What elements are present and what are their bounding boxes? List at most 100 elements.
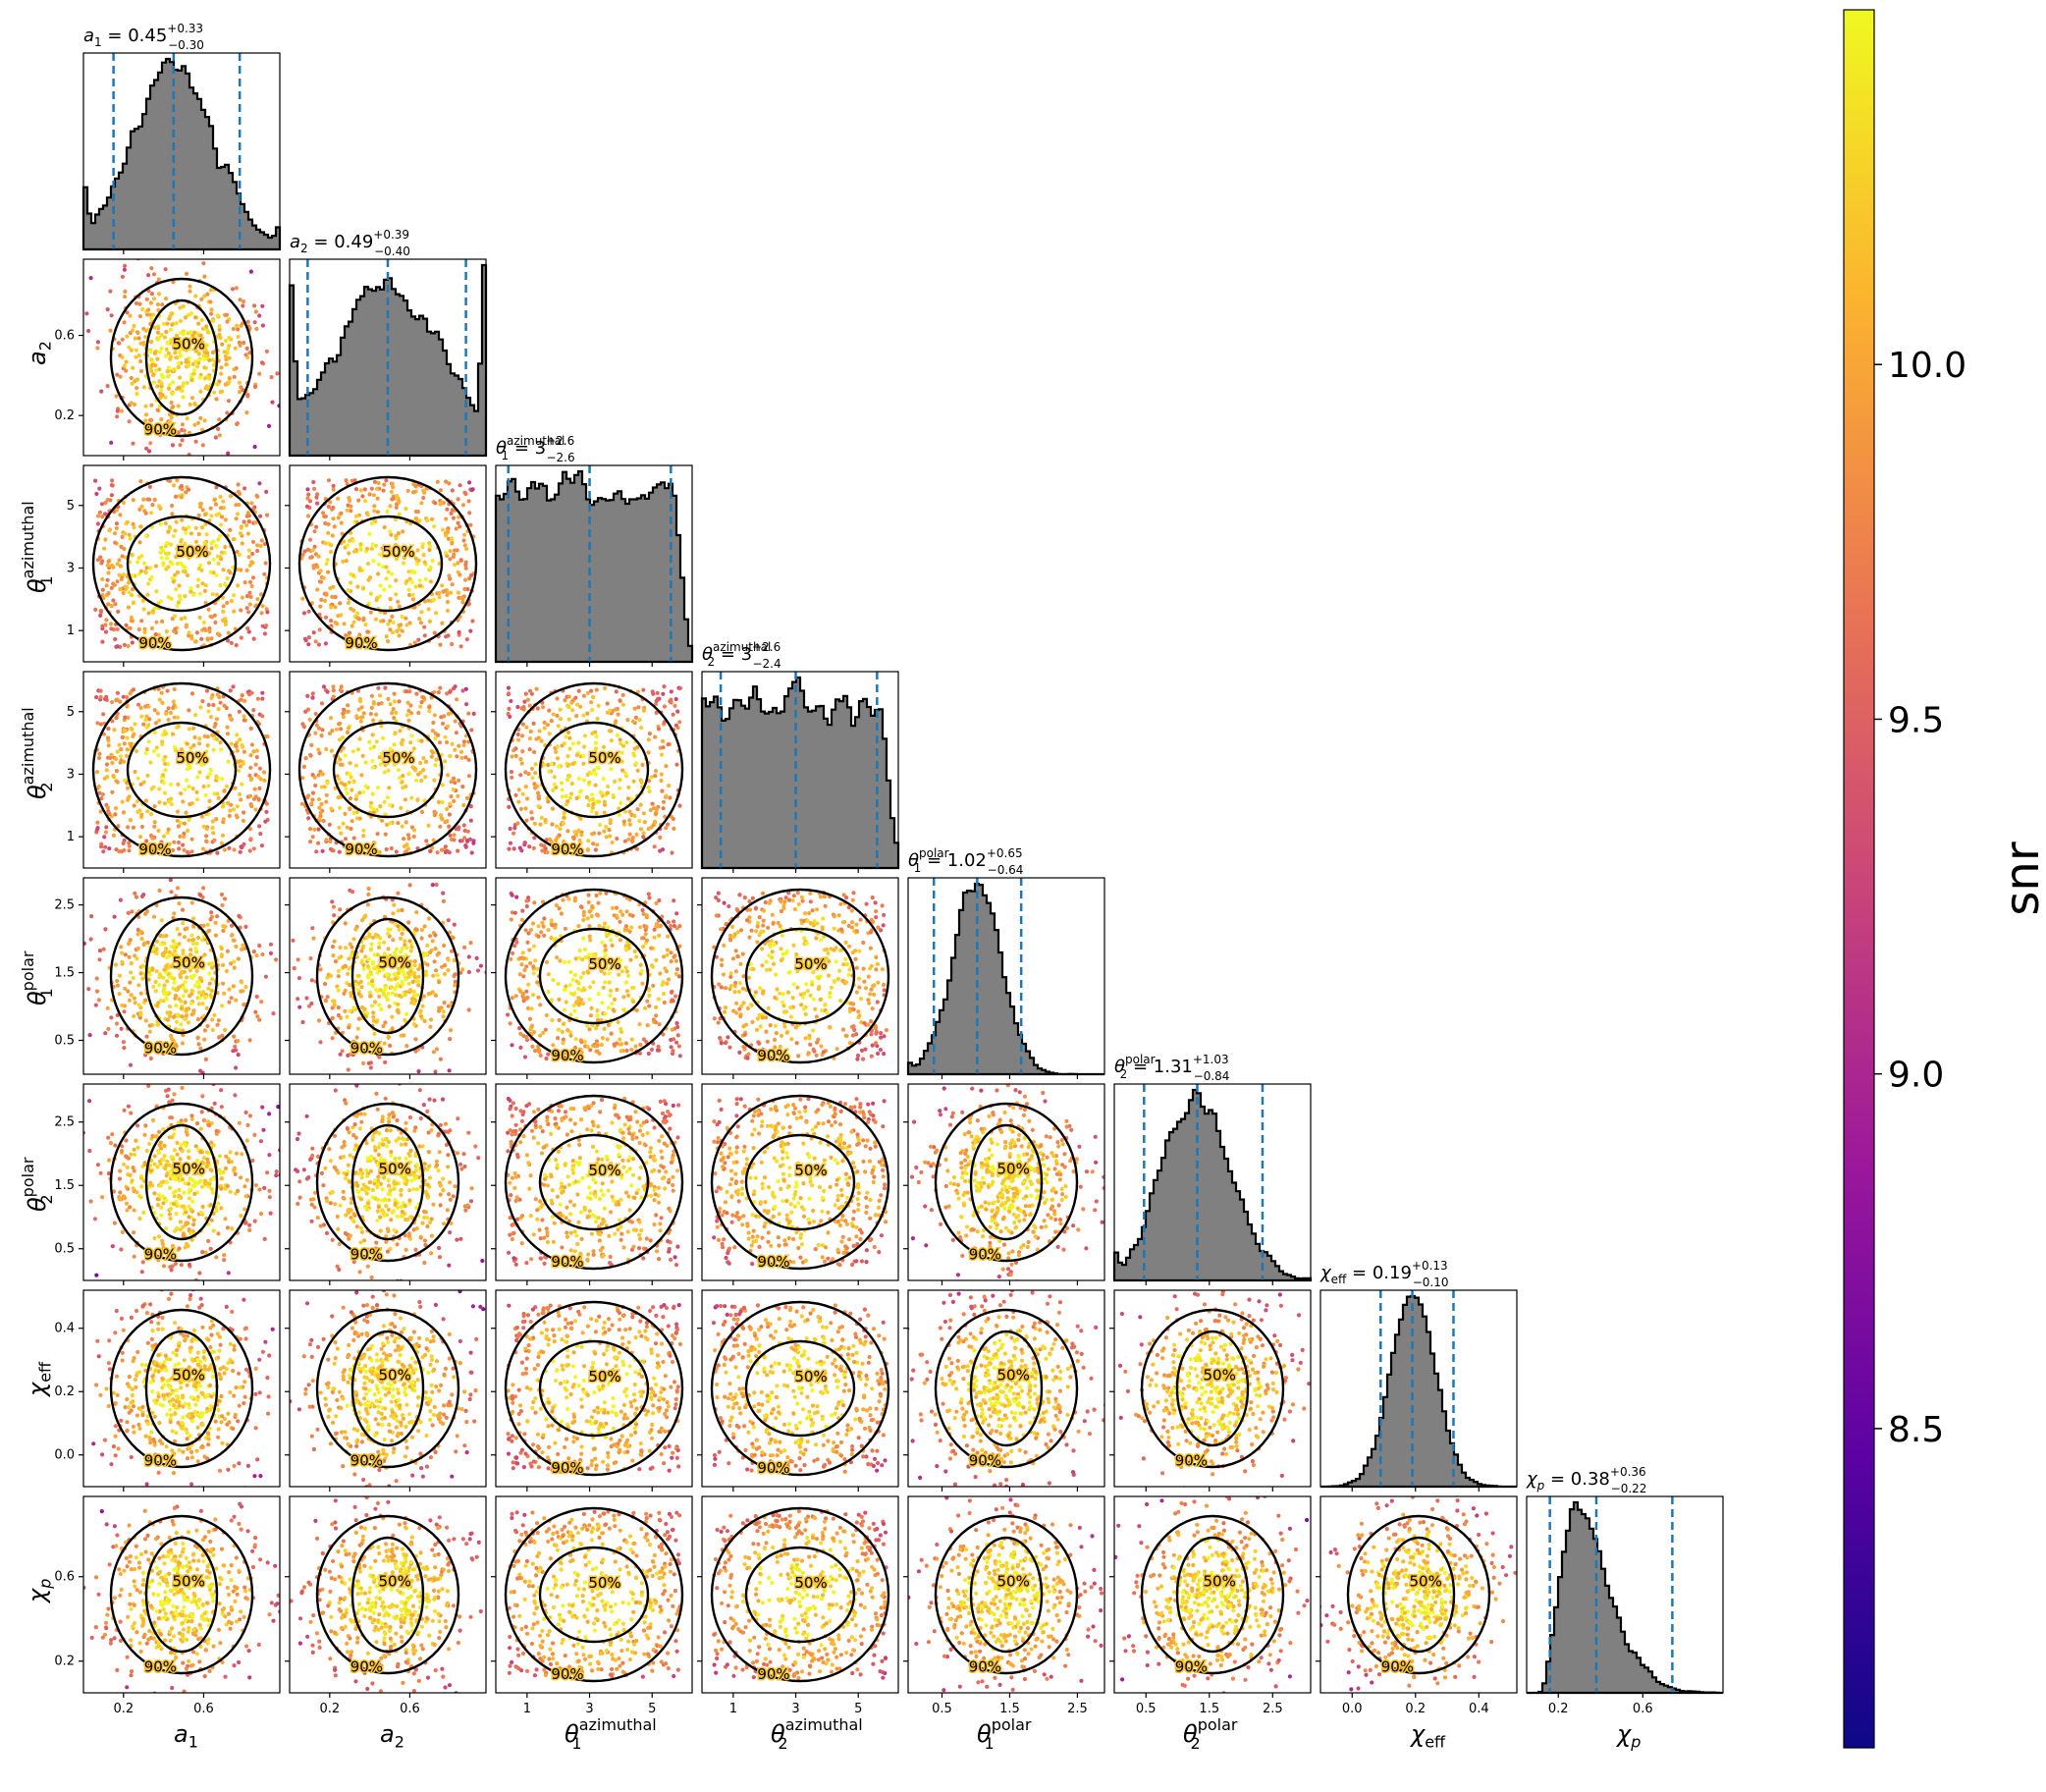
- scatter-point: [323, 998, 328, 1003]
- scatter-point: [672, 898, 676, 903]
- scatter-point: [188, 1001, 194, 1005]
- scatter-point: [374, 808, 380, 813]
- scatter-point: [161, 321, 166, 326]
- scatter-point: [462, 586, 467, 592]
- scatter-point: [650, 689, 655, 694]
- scatter-point: [122, 759, 127, 764]
- scatter-point: [392, 716, 397, 721]
- scatter-point: [179, 346, 184, 351]
- scatter-point: [581, 986, 586, 991]
- scatter-point: [656, 727, 662, 732]
- scatter-point: [163, 425, 168, 430]
- scatter-point: [644, 924, 649, 929]
- scatter-point: [738, 928, 744, 933]
- scatter-point: [119, 544, 124, 550]
- scatter-point: [167, 950, 172, 954]
- scatter-point: [136, 983, 141, 988]
- scatter-point: [568, 791, 574, 796]
- scatter-point: [807, 1033, 812, 1038]
- scatter-point: [535, 980, 540, 985]
- scatter-point: [175, 546, 180, 552]
- scatter-point: [146, 611, 151, 616]
- scatter-point: [562, 815, 566, 820]
- scatter-point: [188, 374, 194, 379]
- scatter-point: [402, 837, 406, 842]
- scatter-point: [175, 886, 180, 891]
- scatter-point: [306, 1004, 312, 1008]
- scatter-point: [198, 1046, 203, 1051]
- scatter-point: [169, 1036, 174, 1042]
- scatter-point: [454, 526, 458, 531]
- scatter-point: [581, 970, 586, 976]
- scatter-point: [406, 570, 411, 574]
- scatter-point: [247, 519, 252, 524]
- scatter-point: [268, 950, 273, 956]
- scatter-point: [270, 400, 275, 405]
- scatter-point: [568, 969, 573, 975]
- scatter-point: [466, 954, 471, 959]
- scatter-point: [130, 381, 135, 386]
- scatter-point: [448, 557, 453, 562]
- scatter-point: [442, 943, 447, 949]
- scatter-point: [109, 604, 114, 609]
- scatter-point: [233, 742, 238, 748]
- scatter-point: [202, 365, 207, 370]
- scatter-point: [386, 768, 391, 773]
- scatter-point: [175, 478, 180, 483]
- scatter-point: [203, 546, 208, 551]
- scatter-point: [131, 587, 135, 592]
- scatter-point: [428, 565, 433, 570]
- scatter-point: [143, 404, 148, 408]
- scatter-point: [396, 1002, 401, 1006]
- scatter-point: [171, 367, 176, 372]
- scatter-point: [837, 968, 842, 973]
- scatter-point: [386, 947, 391, 951]
- scatter-point: [150, 967, 155, 972]
- scatter-point: [665, 948, 671, 952]
- scatter-point: [849, 908, 854, 913]
- scatter-point: [189, 1012, 194, 1017]
- scatter-point: [542, 916, 547, 921]
- scatter-point: [813, 1006, 818, 1011]
- scatter-point: [173, 942, 178, 947]
- scatter-point: [250, 575, 256, 580]
- scatter-point: [253, 1009, 258, 1014]
- scatter-point: [324, 746, 329, 752]
- scatter-point: [407, 689, 412, 694]
- scatter-point: [223, 581, 228, 587]
- scatter-point: [229, 802, 234, 807]
- scatter-point: [176, 600, 182, 605]
- scatter-point: [175, 561, 180, 567]
- scatter-point: [728, 938, 733, 943]
- scatter-point: [200, 326, 205, 331]
- scatter-point: [264, 624, 269, 628]
- scatter-point: [551, 712, 556, 717]
- scatter-point: [189, 691, 195, 696]
- scatter-point: [565, 754, 570, 759]
- scatter-point: [216, 537, 221, 542]
- scatter-point: [418, 621, 423, 625]
- scatter-point: [572, 830, 577, 835]
- scatter-point: [187, 727, 191, 732]
- scatter-point: [413, 516, 419, 521]
- scatter-point: [226, 451, 231, 456]
- scatter-point: [438, 813, 444, 818]
- scatter-point: [172, 911, 177, 916]
- scatter-point: [192, 402, 197, 407]
- scatter-point: [153, 989, 158, 994]
- scatter-point: [584, 795, 590, 800]
- scatter-point: [869, 987, 874, 992]
- scatter-point: [143, 911, 148, 916]
- scatter-point: [254, 326, 259, 332]
- scatter-point: [382, 951, 387, 956]
- scatter-point: [638, 827, 644, 832]
- scatter-point: [538, 1033, 543, 1038]
- scatter-point: [131, 825, 136, 830]
- scatter-point: [376, 480, 381, 486]
- scatter-point: [677, 685, 683, 691]
- scatter-point: [164, 997, 169, 1002]
- scatter-point: [346, 543, 350, 548]
- scatter-point: [408, 754, 413, 759]
- scatter-point: [97, 751, 102, 756]
- scatter-point: [620, 768, 625, 773]
